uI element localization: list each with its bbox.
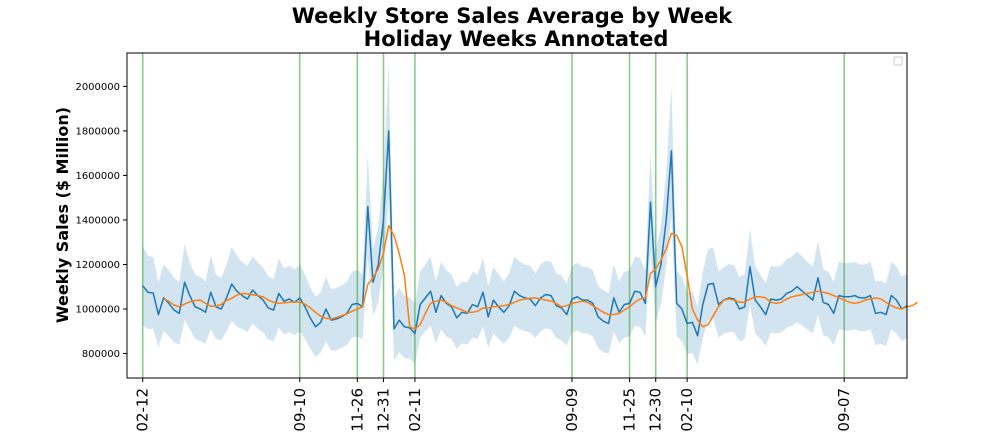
x-tick-label: 09-10 xyxy=(291,388,309,432)
chart-title: Weekly Store Sales Average by Week xyxy=(292,4,734,28)
x-axis-ticks: 02-12 09-10 11-26 12-31 02-11 09-09 11-25 12-30… xyxy=(134,378,853,432)
x-tick-label: 11-26 xyxy=(348,388,366,432)
x-tick-label: 11-25 xyxy=(621,388,639,432)
y-tick-label: 1600000 xyxy=(75,171,120,182)
x-tick-label: 02-10 xyxy=(678,388,696,432)
x-tick-label: 12-31 xyxy=(375,388,393,432)
y-axis-ticks: 800000 1000000 1200000 1400000 1600000 180000… xyxy=(75,82,127,360)
x-tick-label: 12-30 xyxy=(647,388,665,432)
y-tick-label: 1800000 xyxy=(75,126,120,137)
y-tick-label: 1000000 xyxy=(75,304,120,315)
confidence-band xyxy=(142,64,907,365)
y-tick-label: 1400000 xyxy=(75,215,120,226)
x-tick-label: 02-12 xyxy=(134,388,152,432)
confidence-band-layer xyxy=(142,64,907,365)
y-tick-label: 2000000 xyxy=(75,82,120,93)
x-tick-label: 02-11 xyxy=(406,388,424,432)
legend-box xyxy=(893,56,903,66)
y-axis-label: Weekly Sales ($ Million) xyxy=(53,107,72,323)
x-tick-label: 09-07 xyxy=(835,388,853,432)
x-tick-label: 09-09 xyxy=(563,388,581,432)
series-layer xyxy=(142,130,918,337)
series-line-rolling-mean xyxy=(163,224,918,330)
holiday-lines-layer xyxy=(141,53,845,378)
y-tick-label: 1200000 xyxy=(75,260,120,271)
legend xyxy=(893,56,903,66)
y-tick-label: 800000 xyxy=(82,349,120,360)
plot-area xyxy=(126,52,918,379)
plot-frame xyxy=(126,52,908,379)
series-line-weekly-average xyxy=(142,130,908,337)
chart-subtitle: Holiday Weeks Annotated xyxy=(364,27,669,51)
